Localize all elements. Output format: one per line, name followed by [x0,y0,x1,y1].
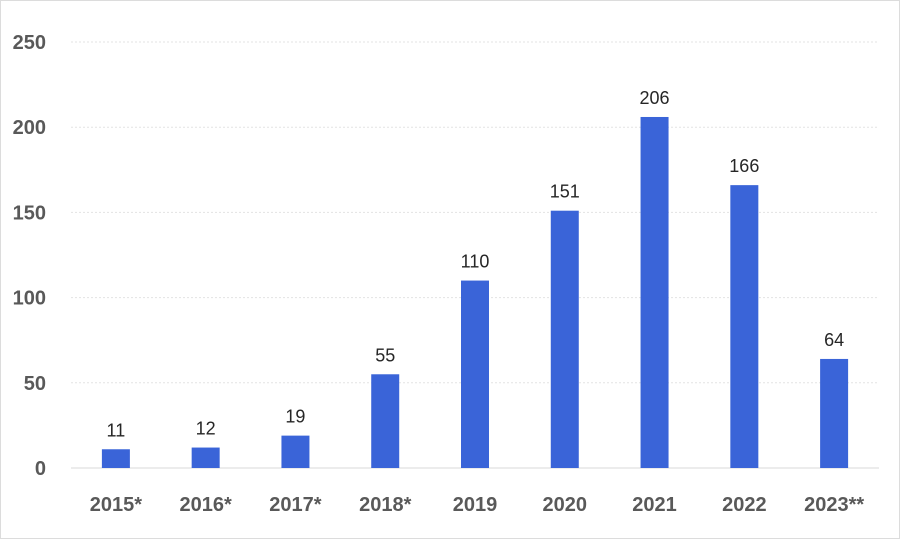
y-tick-label: 50 [24,373,46,395]
y-tick-label: 150 [13,202,46,224]
x-tick-label: 2021 [632,494,677,516]
x-tick-label: 2018* [359,494,411,516]
data-label: 110 [461,252,490,272]
bar [191,447,220,468]
bar [101,449,130,468]
bar [640,116,669,468]
y-tick-label: 100 [13,288,46,310]
x-tick-label: 2022 [722,494,767,516]
x-tick-label: 2020 [543,494,588,516]
y-tick-label: 250 [13,32,46,54]
data-label: 12 [196,419,216,439]
y-tick-label: 200 [13,117,46,139]
data-label: 64 [824,330,844,350]
x-tick-label: 2019 [453,494,498,516]
bar [550,210,579,469]
bar [371,374,400,468]
x-tick-label: 2023** [804,494,864,516]
bar [820,358,849,468]
bar [730,185,759,469]
data-label: 55 [375,345,395,365]
y-tick-label: 0 [35,458,46,480]
data-label: 19 [285,407,305,427]
data-label: 206 [640,88,670,108]
bar [461,280,489,468]
x-tick-label: 2015* [90,494,142,516]
bar [281,435,310,468]
x-tick-label: 2017* [269,494,321,516]
data-label: 151 [550,182,580,202]
data-label: 166 [729,156,759,176]
data-label: 11 [107,420,126,440]
x-tick-label: 2016* [180,494,232,516]
